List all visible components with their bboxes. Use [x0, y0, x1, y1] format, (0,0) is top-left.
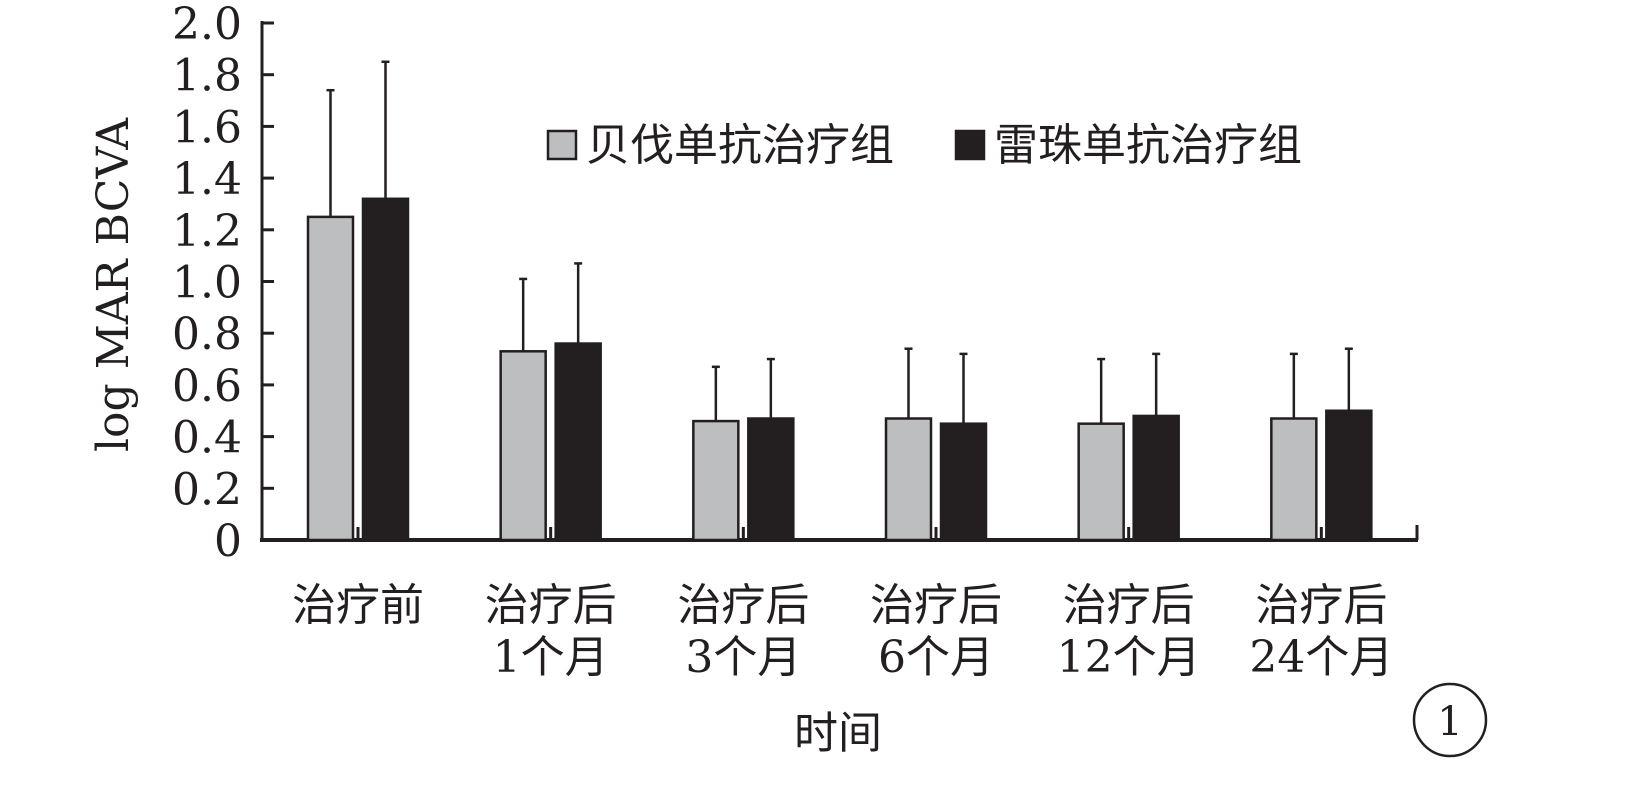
bar: [499, 350, 547, 542]
y-tick-label: 2.0: [172, 0, 242, 50]
y-tick-label: 0: [214, 516, 242, 567]
y-tick-label: 1.0: [172, 258, 242, 309]
bars: [306, 197, 1373, 542]
x-tick-label: 1个月: [493, 632, 609, 683]
x-axis: [260, 525, 1419, 542]
bar: [554, 342, 602, 542]
bar: [361, 197, 410, 542]
x-axis-label: 时间: [794, 708, 882, 759]
y-tick-label: 0.6: [172, 361, 242, 412]
y-tick-label: 0.2: [172, 464, 242, 515]
bar: [1325, 409, 1373, 542]
x-tick-label: 24个月: [1249, 632, 1393, 683]
x-tick-label: 6个月: [878, 632, 994, 683]
legend: 贝伐单抗治疗组 雷珠单抗治疗组: [546, 120, 1302, 171]
bar: [1132, 414, 1180, 542]
bar: [747, 417, 795, 542]
x-tick-label: 治疗后: [1255, 580, 1387, 631]
bar: [1077, 422, 1125, 542]
y-axis-label: log MAR BCVA: [88, 117, 139, 452]
x-tick-label: 治疗后: [1063, 580, 1195, 631]
y-tick-label: 1.2: [172, 206, 242, 257]
x-tick-label: 治疗前: [292, 580, 424, 631]
y-tick-label: 1.6: [172, 102, 242, 153]
legend-label: 贝伐单抗治疗组: [586, 120, 894, 171]
legend-swatch: [546, 129, 578, 161]
panel-label-text: 1: [1437, 699, 1462, 745]
legend-label: 雷珠单抗治疗组: [994, 120, 1302, 171]
legend-swatch: [954, 129, 986, 161]
y-tick-label: 0.4: [172, 413, 242, 464]
bar: [692, 419, 740, 542]
x-tick-label: 3个月: [685, 632, 801, 683]
y-tick-label: 0.8: [172, 309, 242, 360]
y-tick-label: 1.8: [172, 51, 242, 102]
bar: [306, 215, 355, 542]
bar: [884, 417, 933, 542]
x-tick-label: 治疗后: [485, 580, 617, 631]
error-bars: [326, 60, 1353, 424]
panel-label-circle: [1412, 682, 1488, 758]
bar: [1270, 417, 1318, 542]
x-tick-label: 12个月: [1057, 632, 1201, 683]
x-tick-label: 治疗后: [677, 580, 809, 631]
x-tick-label: 治疗后: [870, 580, 1002, 631]
y-axis: 00.20.40.60.81.01.21.41.61.82.0: [172, 0, 274, 567]
bar: [939, 422, 988, 542]
panel-label: 1: [1412, 682, 1488, 758]
y-tick-label: 1.4: [172, 154, 242, 205]
